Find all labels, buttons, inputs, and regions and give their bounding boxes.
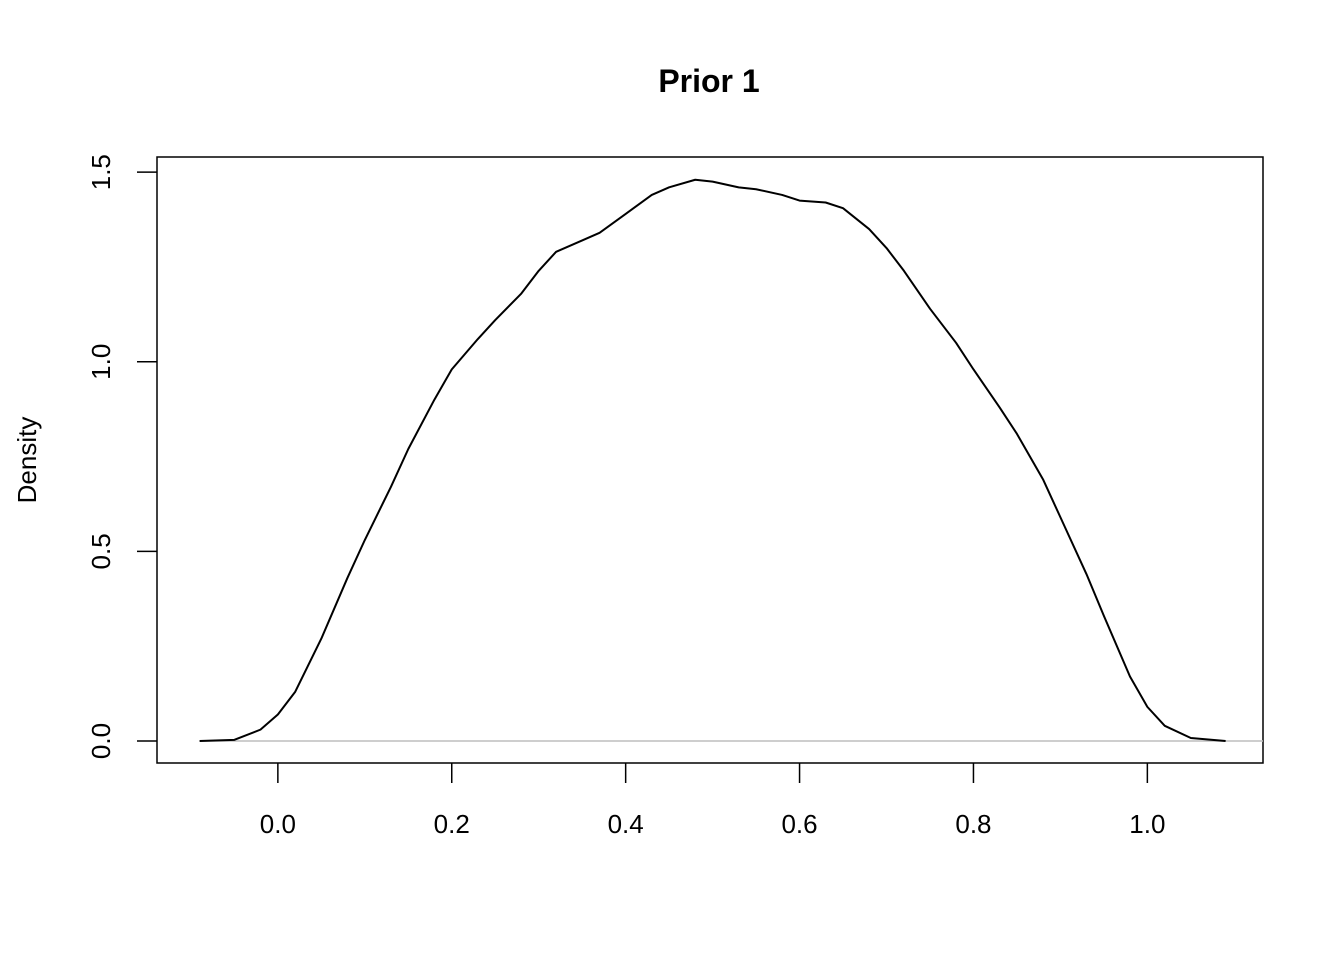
y-tick-label: 0.0 — [86, 723, 116, 759]
x-tick-label: 0.2 — [434, 809, 470, 839]
plot-frame — [156, 156, 1264, 764]
x-tick-label: 0.6 — [781, 809, 817, 839]
x-tick-label: 0.8 — [955, 809, 991, 839]
chart-title: Prior 1 — [658, 63, 759, 99]
y-axis-label: Density — [12, 417, 42, 504]
y-tick-label: 1.0 — [86, 344, 116, 380]
density-line — [199, 178, 1226, 743]
y-tick-label: 0.5 — [86, 533, 116, 569]
y-tick-label: 1.5 — [86, 154, 116, 190]
x-tick-label: 0.4 — [608, 809, 644, 839]
x-tick-label: 1.0 — [1129, 809, 1165, 839]
x-tick-label: 0.0 — [260, 809, 296, 839]
